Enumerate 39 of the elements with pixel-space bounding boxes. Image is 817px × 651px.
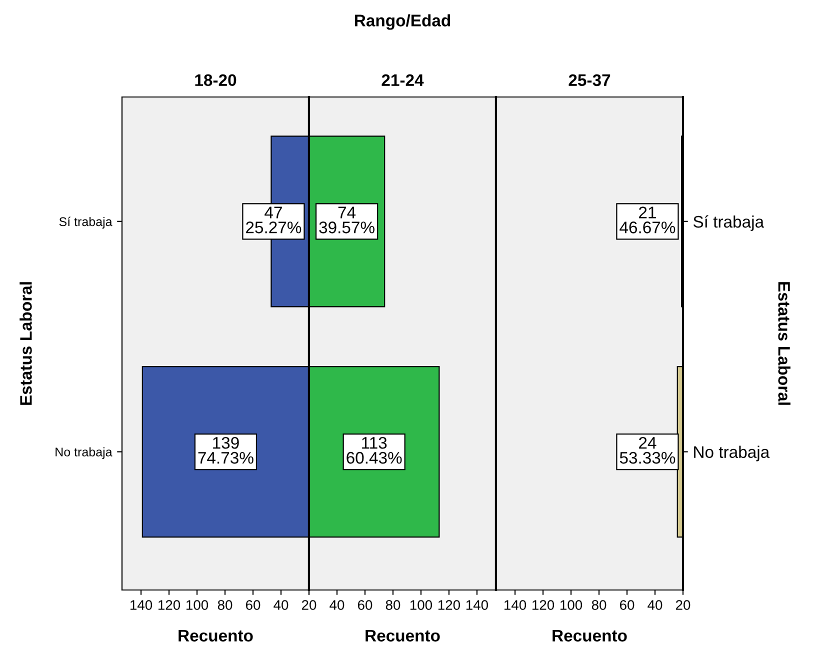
x-tick-label: 80 (218, 600, 232, 610)
chart-title: 21-24 (382, 74, 424, 86)
y-tick-label: Sí trabaja (59, 216, 112, 229)
y-axis-title: Estatus Laboral (20, 282, 32, 405)
y-tick-label: No trabaja (56, 447, 112, 459)
x-tick-label: 140 (130, 600, 152, 610)
y-tick-label: No trabaja (694, 446, 770, 462)
x-tick-label: 40 (648, 600, 662, 610)
x-tick-label: 120 (438, 600, 460, 610)
x-tick-label: 120 (532, 600, 554, 610)
x-tick-label: 120 (158, 600, 180, 610)
x-tick-label: 40 (330, 600, 344, 610)
x-tick-label: 100 (560, 600, 582, 610)
data-label: 74 39.57% (319, 206, 374, 234)
x-tick-label: 80 (386, 600, 400, 610)
x-tick-label: 140 (504, 600, 526, 610)
x-tick-label: 20 (302, 600, 316, 610)
data-label: 47 25.27% (246, 206, 302, 234)
data-label: 24 53.33% (620, 436, 676, 464)
data-label: 21 46.67% (620, 206, 676, 234)
x-tick-label: 100 (410, 600, 432, 610)
text: Rango/Edad (355, 14, 450, 30)
chart-title: 25-37 (568, 74, 610, 86)
x-axis-title: Recuento (552, 630, 627, 642)
x-tick-label: 100 (186, 600, 208, 610)
data-label: 139 74.73% (198, 436, 254, 464)
x-tick-label: 40 (274, 600, 288, 610)
x-axis-title: Recuento (178, 630, 253, 642)
chart-title: 18-20 (195, 74, 236, 86)
y2-axis-title: Estatus Laboral (778, 282, 790, 405)
x-tick-label: 60 (358, 600, 372, 610)
x-axis-title: Recuento (366, 630, 440, 642)
x-tick-label: 80 (592, 600, 606, 610)
y-tick-label: Sí trabaja (693, 215, 764, 231)
x-tick-label: 140 (466, 600, 488, 610)
x-tick-label: 60 (246, 600, 260, 610)
x-tick-label: 20 (676, 600, 690, 610)
x-tick-label: 60 (620, 600, 634, 610)
data-label: 113 60.43% (346, 436, 402, 464)
